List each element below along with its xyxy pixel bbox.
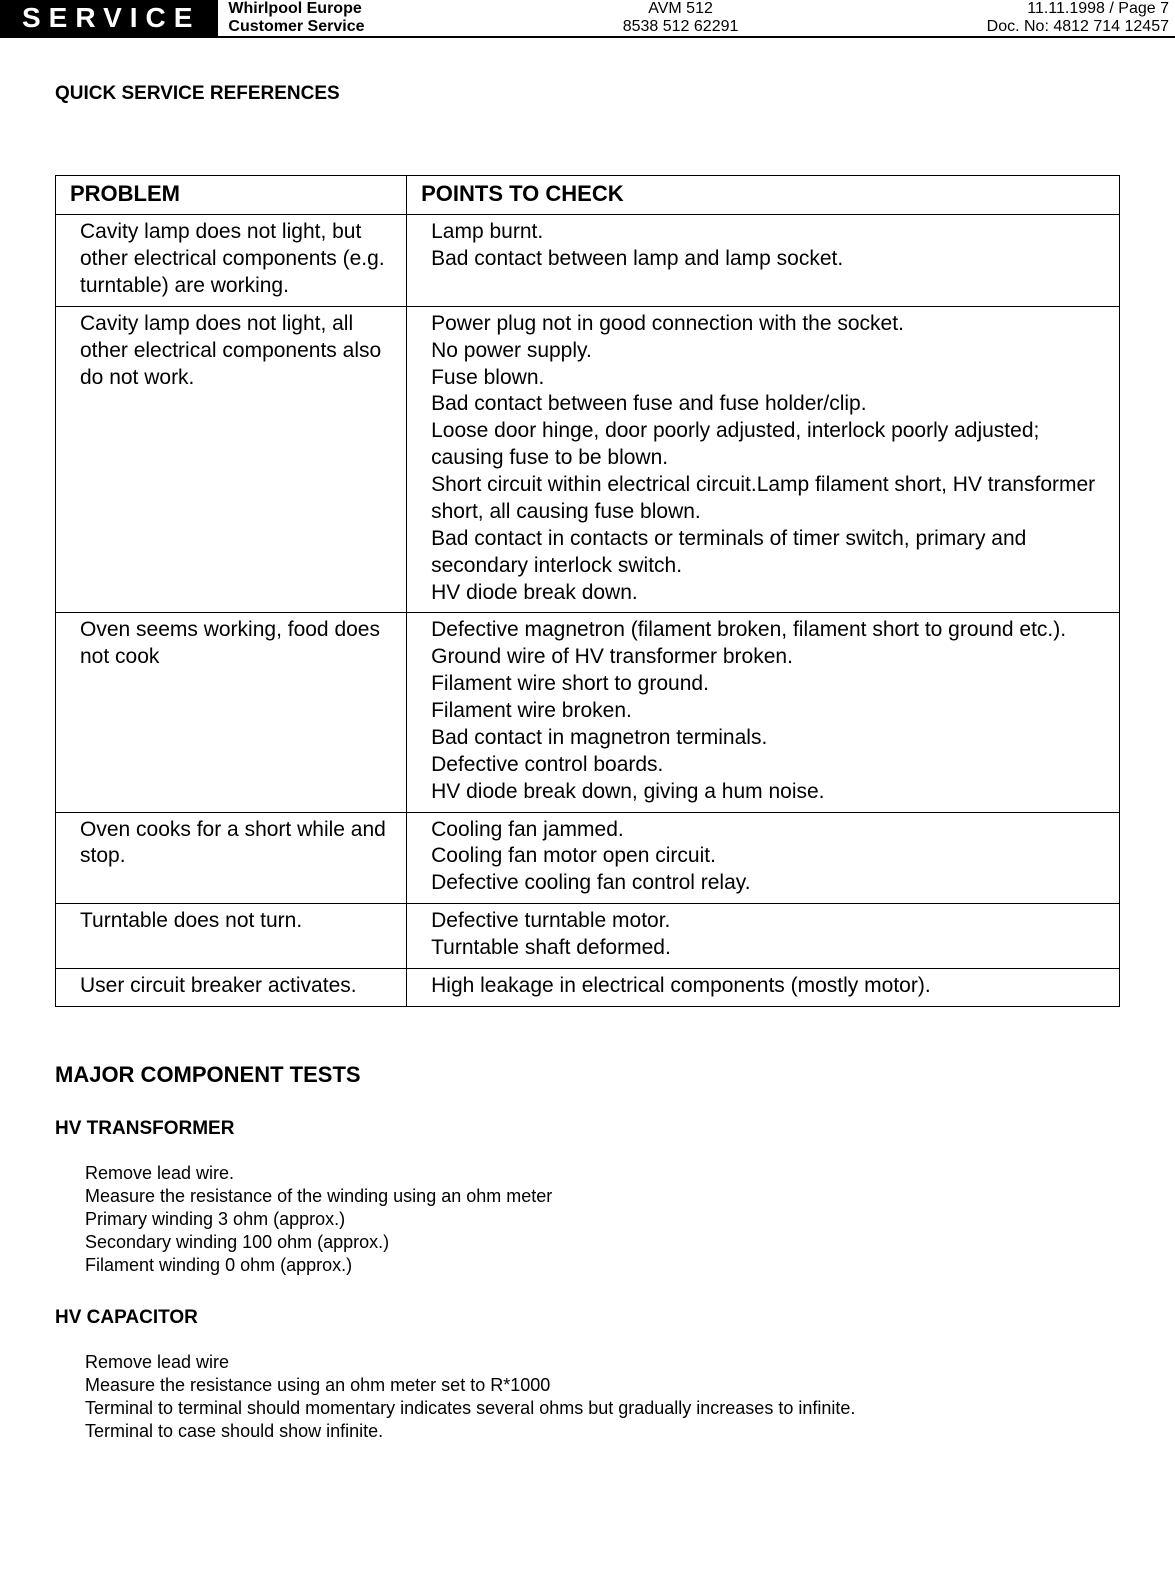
points-cell: Defective turntable motor. Turntable sha… — [407, 904, 1120, 969]
date-page: 11.11.1998 / Page 7 — [987, 0, 1169, 18]
problem-cell: Turntable does not turn. — [56, 904, 407, 969]
major-component-tests-title: MAJOR COMPONENT TESTS — [55, 1062, 1120, 1088]
table-row: Cavity lamp does not light, but other el… — [56, 215, 1120, 307]
company-line1: Whirlpool Europe — [228, 0, 364, 18]
model-line1: AVM 512 — [374, 0, 986, 18]
table-row: Oven cooks for a short while and stop.Co… — [56, 812, 1120, 904]
problem-cell: Cavity lamp does not light, but other el… — [56, 215, 407, 307]
problem-cell: User circuit breaker activates. — [56, 968, 407, 1006]
problem-cell: Oven cooks for a short while and stop. — [56, 812, 407, 904]
table-body: Cavity lamp does not light, but other el… — [56, 215, 1120, 1007]
test-body: Remove lead wire. Measure the resistance… — [55, 1162, 1120, 1277]
col-header-problem: PROBLEM — [56, 176, 407, 215]
points-cell: High leakage in electrical components (m… — [407, 968, 1120, 1006]
header-model: AVM 512 8538 512 62291 — [374, 0, 986, 36]
section-title: QUICK SERVICE REFERENCES — [55, 83, 1120, 105]
test-body: Remove lead wire Measure the resistance … — [55, 1351, 1120, 1443]
troubleshoot-table: PROBLEM POINTS TO CHECK Cavity lamp does… — [55, 175, 1120, 1007]
header-company: Whirlpool Europe Customer Service — [218, 0, 374, 36]
test-title: HV TRANSFORMER — [55, 1118, 1120, 1140]
model-line2: 8538 512 62291 — [374, 18, 986, 36]
header-docinfo: 11.11.1998 / Page 7 Doc. No: 4812 714 12… — [987, 0, 1175, 36]
table-row: Cavity lamp does not light, all other el… — [56, 306, 1120, 613]
service-badge: SERVICE — [0, 0, 218, 36]
points-cell: Defective magnetron (filament broken, fi… — [407, 613, 1120, 812]
problem-cell: Cavity lamp does not light, all other el… — [56, 306, 407, 613]
tests-container: HV TRANSFORMER Remove lead wire. Measure … — [55, 1118, 1120, 1443]
problem-cell: Oven seems working, food does not cook — [56, 613, 407, 812]
company-line2: Customer Service — [228, 18, 364, 36]
doc-number: Doc. No: 4812 714 12457 — [987, 18, 1169, 36]
points-cell: Lamp burnt. Bad contact between lamp and… — [407, 215, 1120, 307]
test-title: HV CAPACITOR — [55, 1307, 1120, 1329]
col-header-points: POINTS TO CHECK — [407, 176, 1120, 215]
table-row: Turntable does not turn.Defective turnta… — [56, 904, 1120, 969]
page-content: QUICK SERVICE REFERENCES PROBLEM POINTS … — [0, 38, 1175, 1443]
table-header-row: PROBLEM POINTS TO CHECK — [56, 176, 1120, 215]
table-row: User circuit breaker activates.High leak… — [56, 968, 1120, 1006]
points-cell: Cooling fan jammed. Cooling fan motor op… — [407, 812, 1120, 904]
table-row: Oven seems working, food does not cookDe… — [56, 613, 1120, 812]
document-header: SERVICE Whirlpool Europe Customer Servic… — [0, 0, 1175, 38]
points-cell: Power plug not in good connection with t… — [407, 306, 1120, 613]
